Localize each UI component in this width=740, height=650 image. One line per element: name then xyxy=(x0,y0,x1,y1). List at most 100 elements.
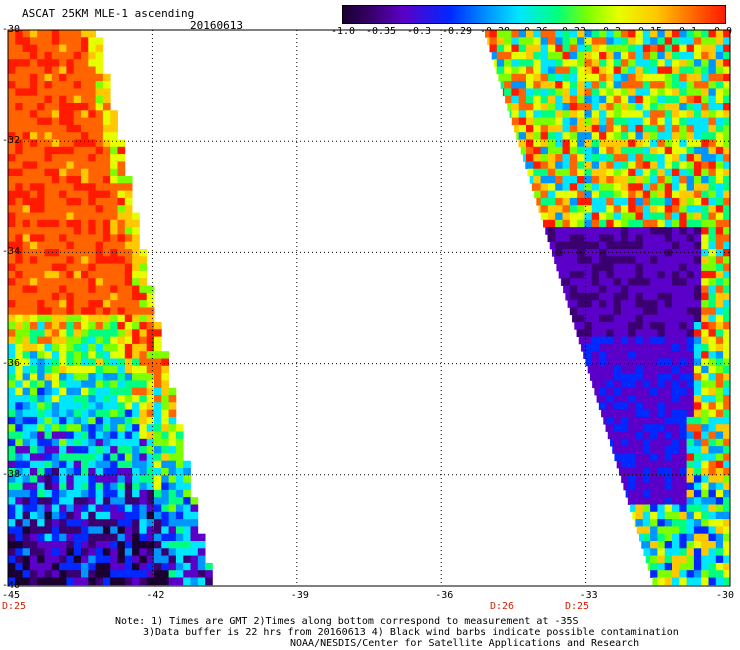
swath-cell xyxy=(29,314,38,323)
swath-cell xyxy=(591,73,599,82)
swath-cell xyxy=(51,577,60,586)
swath-cell xyxy=(29,197,38,206)
swath-cell xyxy=(664,176,672,184)
swath-cell xyxy=(664,44,672,53)
swath-cell xyxy=(708,468,716,476)
swath-cell xyxy=(132,387,140,396)
swath-cell xyxy=(700,73,709,82)
swath-cell xyxy=(88,124,96,133)
swath-cell xyxy=(15,409,23,418)
swath-cell xyxy=(15,329,23,337)
swath-cell xyxy=(518,59,526,67)
swath-cell xyxy=(37,197,45,206)
swath-cell xyxy=(642,103,651,111)
swath-cell xyxy=(547,146,556,155)
swath-cell xyxy=(51,307,60,316)
swath-cell xyxy=(124,541,133,549)
swath-cell xyxy=(715,526,724,535)
swath-cell xyxy=(525,44,534,53)
swath-cell xyxy=(88,307,96,316)
swath-cell xyxy=(8,132,16,140)
swath-cell xyxy=(613,219,621,228)
swath-cell xyxy=(671,555,680,564)
swath-cell xyxy=(569,234,578,243)
swath-cell xyxy=(635,373,643,381)
swath-cell xyxy=(722,212,731,221)
swath-cell xyxy=(532,88,541,97)
swath-cell xyxy=(66,453,75,462)
swath-cell xyxy=(708,51,716,60)
swath-cell xyxy=(686,110,694,118)
swath-cell xyxy=(81,117,89,126)
swath-cell xyxy=(664,519,672,527)
swath-cell xyxy=(686,336,694,345)
x-tick-label: -45 xyxy=(2,590,21,601)
swath-cell xyxy=(44,562,53,571)
swath-cell xyxy=(29,227,38,235)
swath-cell xyxy=(518,30,526,38)
swath-cell xyxy=(81,161,89,170)
swath-cell xyxy=(175,475,184,483)
swath-cell xyxy=(642,402,651,410)
swath-cell xyxy=(532,44,541,53)
swath-cell xyxy=(671,533,680,542)
swath-cell xyxy=(37,300,45,308)
swath-cell xyxy=(598,336,607,345)
swath-cell xyxy=(29,154,38,162)
swath-cell xyxy=(81,380,89,389)
swath-cell xyxy=(117,300,126,308)
swath-cell xyxy=(627,431,636,440)
swath-cell xyxy=(81,570,89,578)
swath-cell xyxy=(15,453,23,462)
swath-cell xyxy=(102,227,111,235)
swath-cell xyxy=(73,519,82,527)
swath-cell xyxy=(102,154,111,162)
swath-cell xyxy=(693,519,702,527)
swath-cell xyxy=(154,358,162,367)
swath-cell xyxy=(671,300,680,308)
swath-cell xyxy=(605,132,614,140)
swath-cell xyxy=(664,562,672,571)
swath-cell xyxy=(124,570,133,578)
swath-cell xyxy=(37,526,45,535)
swath-cell xyxy=(642,95,651,104)
swath-cell xyxy=(591,176,599,184)
swath-cell xyxy=(44,139,53,148)
swath-cell xyxy=(598,241,607,250)
swath-cell xyxy=(605,256,614,264)
swath-cell xyxy=(81,373,89,381)
swath-cell xyxy=(664,30,672,38)
swath-cell xyxy=(88,555,96,564)
swath-cell xyxy=(649,416,658,425)
swath-cell xyxy=(51,168,60,177)
swath-cell xyxy=(59,161,67,170)
swath-cell xyxy=(715,66,724,75)
swath-cell xyxy=(562,278,570,286)
swath-cell xyxy=(59,219,67,228)
swath-cell xyxy=(671,73,680,82)
swath-cell xyxy=(671,81,680,89)
swath-cell xyxy=(657,234,665,243)
swath-cell xyxy=(15,59,23,67)
swath-cell xyxy=(22,358,31,367)
swath-cell xyxy=(146,358,155,367)
swath-cell xyxy=(584,300,592,308)
swath-cell xyxy=(8,176,16,184)
swath-cell xyxy=(139,256,148,264)
swath-cell xyxy=(88,270,96,279)
swath-cell xyxy=(664,183,672,191)
swath-cell xyxy=(22,292,31,301)
swath-cell xyxy=(511,73,519,82)
swath-cell xyxy=(51,44,60,53)
swath-cell xyxy=(520,146,526,155)
swath-cell xyxy=(642,168,651,177)
swath-cell xyxy=(664,132,672,140)
swath-cell xyxy=(657,292,665,301)
swath-cell xyxy=(584,139,592,148)
swath-cell xyxy=(664,322,672,330)
swath-cell xyxy=(642,270,651,279)
swath-cell xyxy=(598,197,607,206)
swath-cell xyxy=(700,81,709,89)
swath-cell xyxy=(66,59,75,67)
swath-cell xyxy=(102,548,111,556)
